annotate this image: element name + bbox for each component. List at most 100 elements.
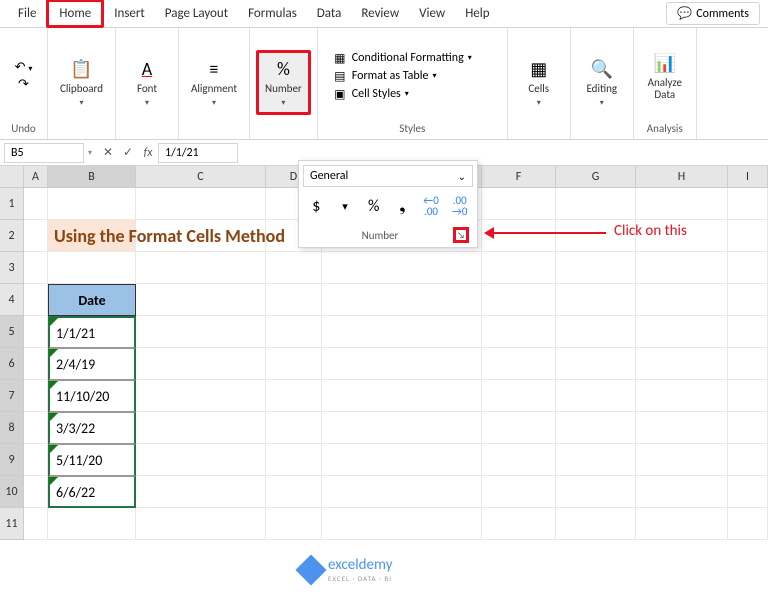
currency-dropdown[interactable]: ▾ xyxy=(332,198,359,215)
cell-H8[interactable] xyxy=(636,412,728,444)
cell-H6[interactable] xyxy=(636,348,728,380)
tab-file[interactable]: File xyxy=(8,2,46,25)
cell-B4[interactable]: Date xyxy=(48,284,136,316)
enter-formula-button[interactable]: ✓ xyxy=(118,145,138,160)
cell-I6[interactable] xyxy=(728,348,768,380)
cell-C4[interactable] xyxy=(136,284,266,316)
select-all-corner[interactable] xyxy=(0,166,24,187)
number-format-select[interactable]: General ⌄ xyxy=(303,165,473,187)
cell-H10[interactable] xyxy=(636,476,728,508)
font-button[interactable]: A Font ▾ xyxy=(122,53,172,111)
cell-E7[interactable] xyxy=(322,380,482,412)
cell-E9[interactable] xyxy=(322,444,482,476)
cell-D6[interactable] xyxy=(266,348,322,380)
redo-button[interactable]: ↷ xyxy=(18,77,29,92)
row-header-2[interactable]: 2 xyxy=(0,220,24,252)
cell-D3[interactable] xyxy=(266,252,322,284)
cell-C8[interactable] xyxy=(136,412,266,444)
cancel-formula-button[interactable]: ✕ xyxy=(98,145,118,160)
cell-C2[interactable] xyxy=(136,220,266,252)
cell-F11[interactable] xyxy=(482,508,556,540)
row-header-7[interactable]: 7 xyxy=(0,380,24,412)
row-header-5[interactable]: 5 xyxy=(0,316,24,348)
increase-decimal-button[interactable]: ←0 .00 xyxy=(418,193,445,219)
cell-H7[interactable] xyxy=(636,380,728,412)
currency-button[interactable]: $ xyxy=(303,195,330,218)
cell-styles-button[interactable]: ▣Cell Styles ▾ xyxy=(332,86,409,102)
conditional-formatting-button[interactable]: ▦Conditional Formatting ▾ xyxy=(332,50,472,66)
cell-A5[interactable] xyxy=(24,316,48,348)
cell-A1[interactable] xyxy=(24,188,48,220)
analyze-data-button[interactable]: 📊 Analyze Data xyxy=(640,47,690,105)
cell-H11[interactable] xyxy=(636,508,728,540)
comma-button[interactable]: ❟ xyxy=(389,195,416,218)
cell-F7[interactable] xyxy=(482,380,556,412)
cell-H1[interactable] xyxy=(636,188,728,220)
cell-B2[interactable]: Using the Format Cells Method xyxy=(48,220,136,252)
cell-C9[interactable] xyxy=(136,444,266,476)
name-box[interactable]: B5 xyxy=(4,143,84,163)
cell-F4[interactable] xyxy=(482,284,556,316)
cell-B8[interactable]: 3/3/22 xyxy=(48,412,136,444)
cell-I1[interactable] xyxy=(728,188,768,220)
cell-I11[interactable] xyxy=(728,508,768,540)
cell-A10[interactable] xyxy=(24,476,48,508)
cell-E6[interactable] xyxy=(322,348,482,380)
row-header-1[interactable]: 1 xyxy=(0,188,24,220)
cell-A6[interactable] xyxy=(24,348,48,380)
row-header-6[interactable]: 6 xyxy=(0,348,24,380)
cell-D8[interactable] xyxy=(266,412,322,444)
cell-H5[interactable] xyxy=(636,316,728,348)
cell-D9[interactable] xyxy=(266,444,322,476)
cell-E8[interactable] xyxy=(322,412,482,444)
cell-B1[interactable] xyxy=(48,188,136,220)
cell-B5[interactable]: 1/1/21 xyxy=(48,316,136,348)
cell-A11[interactable] xyxy=(24,508,48,540)
cell-B3[interactable] xyxy=(48,252,136,284)
percent-button[interactable]: % xyxy=(360,195,387,218)
cell-I3[interactable] xyxy=(728,252,768,284)
cell-I8[interactable] xyxy=(728,412,768,444)
col-header-G[interactable]: G xyxy=(556,166,636,187)
row-header-4[interactable]: 4 xyxy=(0,284,24,316)
tab-formulas[interactable]: Formulas xyxy=(238,2,307,25)
cell-E5[interactable] xyxy=(322,316,482,348)
cell-I9[interactable] xyxy=(728,444,768,476)
cell-G9[interactable] xyxy=(556,444,636,476)
undo-button[interactable]: ↶ ▾ xyxy=(15,60,33,75)
col-header-C[interactable]: C xyxy=(136,166,266,187)
number-button[interactable]: % Number ▾ xyxy=(256,50,311,114)
cell-A9[interactable] xyxy=(24,444,48,476)
cell-F5[interactable] xyxy=(482,316,556,348)
tab-help[interactable]: Help xyxy=(455,2,499,25)
dialog-launcher-button[interactable]: ↘ xyxy=(453,227,469,243)
row-header-8[interactable]: 8 xyxy=(0,412,24,444)
col-header-B[interactable]: B xyxy=(48,166,136,187)
cell-G6[interactable] xyxy=(556,348,636,380)
cell-F3[interactable] xyxy=(482,252,556,284)
formula-input[interactable]: 1/1/21 xyxy=(158,143,238,163)
cell-E4[interactable] xyxy=(322,284,482,316)
cell-G3[interactable] xyxy=(556,252,636,284)
name-box-dropdown[interactable]: ▾ xyxy=(88,148,98,158)
row-header-10[interactable]: 10 xyxy=(0,476,24,508)
cell-I4[interactable] xyxy=(728,284,768,316)
cell-B9[interactable]: 5/11/20 xyxy=(48,444,136,476)
tab-data[interactable]: Data xyxy=(307,2,352,25)
comments-button[interactable]: 💬 Comments xyxy=(666,2,760,25)
cell-C11[interactable] xyxy=(136,508,266,540)
col-header-F[interactable]: F xyxy=(482,166,556,187)
editing-button[interactable]: 🔍 Editing ▾ xyxy=(577,53,627,111)
col-header-H[interactable]: H xyxy=(636,166,728,187)
row-header-9[interactable]: 9 xyxy=(0,444,24,476)
cell-C3[interactable] xyxy=(136,252,266,284)
cell-G4[interactable] xyxy=(556,284,636,316)
cell-B7[interactable]: 11/10/20 xyxy=(48,380,136,412)
cell-D11[interactable] xyxy=(266,508,322,540)
cells-button[interactable]: ▦ Cells ▾ xyxy=(514,53,564,111)
cell-D5[interactable] xyxy=(266,316,322,348)
cell-G8[interactable] xyxy=(556,412,636,444)
cell-G1[interactable] xyxy=(556,188,636,220)
tab-home[interactable]: Home xyxy=(46,0,104,28)
cell-C10[interactable] xyxy=(136,476,266,508)
